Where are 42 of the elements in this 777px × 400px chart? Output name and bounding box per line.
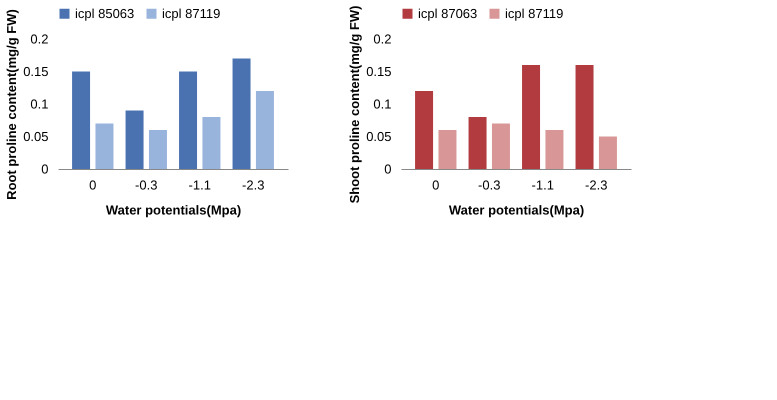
x-tick-label: 0 — [432, 178, 440, 192]
bar — [598, 136, 617, 169]
bar — [438, 130, 456, 169]
y-tick-label: 0.1 — [373, 96, 392, 112]
legend-label: icpl 87119 — [162, 6, 220, 21]
bar — [232, 58, 251, 169]
y-tick-label: 0.1 — [30, 96, 48, 112]
bar — [202, 117, 220, 169]
bar — [72, 72, 90, 169]
x-tick-label: -2.3 — [585, 178, 608, 192]
legend-label: icpl 85063 — [75, 6, 134, 21]
bar — [179, 72, 198, 169]
x-tick-label: -0.3 — [478, 178, 500, 192]
bar — [95, 124, 114, 169]
y-tick-label: 0.05 — [366, 129, 392, 144]
y-tick-label: 0.15 — [366, 64, 392, 79]
y-tick-label: 0.2 — [30, 32, 48, 46]
y-axis-title: Root proline content(mg/g FW) — [4, 9, 20, 200]
y-tick-label: 0.2 — [373, 32, 392, 46]
x-tick-label: -2.3 — [242, 178, 264, 192]
x-tick-label: -1.1 — [188, 178, 211, 192]
bar — [522, 65, 540, 169]
bar — [415, 91, 434, 169]
bar — [126, 110, 144, 169]
legend-label: icpl 87119 — [505, 6, 564, 21]
bar — [492, 124, 510, 169]
y-axis-title: Shoot proline content(mg/g FW) — [347, 6, 362, 204]
y-tick-label: 0.05 — [23, 129, 48, 144]
bar — [576, 65, 594, 169]
y-tick-label: 0 — [384, 162, 392, 176]
x-axis-title: Water potentials(Mpa) — [448, 202, 584, 218]
bar — [468, 117, 487, 169]
bar — [148, 130, 167, 169]
bar — [545, 130, 564, 169]
y-tick-label: 0 — [41, 162, 48, 176]
x-tick-label: 0 — [89, 178, 96, 192]
legend-label: icpl 87063 — [418, 6, 478, 21]
y-tick-label: 0.15 — [23, 64, 48, 79]
x-axis-title: Water potentials(Mpa) — [106, 202, 242, 218]
x-tick-label: -1.1 — [532, 178, 554, 192]
bar — [256, 91, 274, 169]
x-tick-label: -0.3 — [135, 178, 158, 192]
